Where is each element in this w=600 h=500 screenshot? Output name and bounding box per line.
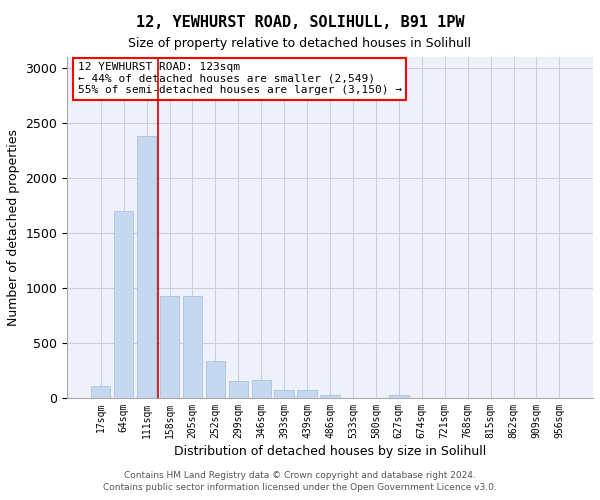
Bar (251, 380, 271, 398)
X-axis label: Distribution of detached houses by size in Solihull: Distribution of detached houses by size … (174, 445, 486, 458)
Text: Size of property relative to detached houses in Solihull: Size of property relative to detached ho… (128, 38, 472, 51)
Text: Contains HM Land Registry data © Crown copyright and database right 2024.
Contai: Contains HM Land Registry data © Crown c… (103, 471, 497, 492)
Text: 12 YEWHURST ROAD: 123sqm
← 44% of detached houses are smaller (2,549)
55% of sem: 12 YEWHURST ROAD: 123sqm ← 44% of detach… (77, 62, 401, 96)
Bar (206, 360, 225, 398)
Bar (274, 390, 294, 398)
Text: 12, YEWHURST ROAD, SOLIHULL, B91 1PW: 12, YEWHURST ROAD, SOLIHULL, B91 1PW (136, 15, 464, 30)
Bar (229, 382, 248, 398)
Y-axis label: Number of detached properties: Number of detached properties (7, 129, 20, 326)
Bar (298, 390, 317, 398)
Bar (183, 296, 202, 398)
Bar (160, 296, 179, 398)
Bar (320, 394, 340, 398)
Bar (137, 136, 157, 398)
Bar (389, 394, 409, 398)
Bar (91, 386, 110, 398)
Bar (114, 211, 133, 398)
